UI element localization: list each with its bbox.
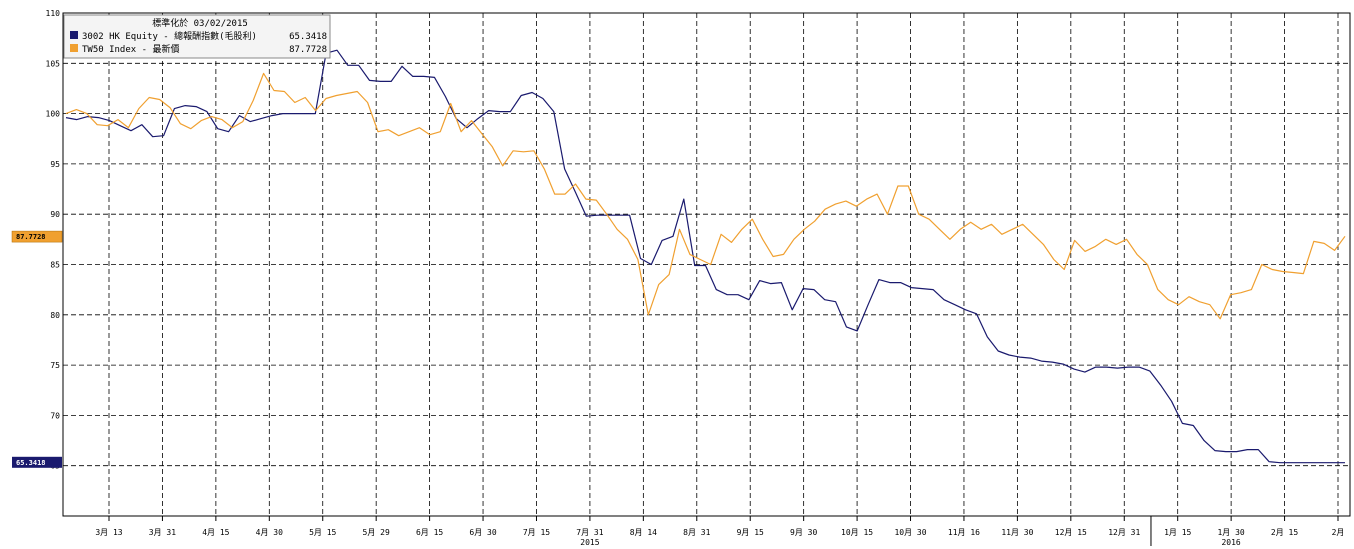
x-tick-label: 12月 31 <box>1108 528 1140 537</box>
legend-value-series-1: 65.3418 <box>289 32 327 42</box>
y-tick-label: 90 <box>50 210 60 219</box>
legend: 標準化於 03/02/2015 3002 HK Equity - 總報酬指數(毛… <box>63 14 331 59</box>
legend-title: 標準化於 03/02/2015 <box>152 17 248 29</box>
x-tick-label: 4月 15 <box>202 528 229 537</box>
series-line-1 <box>65 49 1345 464</box>
x-tick-label: 8月 31 <box>683 528 710 537</box>
x-tick-label: 1月 15 <box>1164 528 1191 537</box>
series-lines <box>65 49 1346 464</box>
x-tick-label: 7月 15 <box>523 528 550 537</box>
y-tick-label: 110 <box>46 9 61 18</box>
x-tick-label: 8月 14 <box>630 528 657 537</box>
x-tick-label: 7月 31 <box>576 528 603 537</box>
x-tick-label: 1月 30 <box>1217 528 1244 537</box>
x-tick-label: 3月 31 <box>149 528 176 537</box>
x-tick-label: 9月 30 <box>790 528 817 537</box>
legend-value-series-2: 87.7728 <box>289 45 327 55</box>
plot-frame <box>62 12 1351 517</box>
legend-label-series-2: TW50 Index - 最新價 <box>82 43 179 55</box>
x-tick-label: 2月 <box>1332 528 1345 537</box>
y-tick-label: 105 <box>46 59 61 68</box>
y-tick-label: 95 <box>50 160 60 169</box>
series-line-2 <box>65 72 1346 320</box>
y-tick-label: 70 <box>50 411 60 420</box>
y-tick-label: 100 <box>46 110 61 119</box>
last-value-badge-series-2 <box>11 230 63 243</box>
last-value-badge-series-1 <box>12 456 62 468</box>
x-tick-label: 9月 15 <box>737 528 764 537</box>
x-tick-label: 10月 15 <box>841 528 873 537</box>
legend-swatch-series-1 <box>70 31 78 39</box>
legend-swatch-series-2 <box>70 44 78 52</box>
y-tick-label: 75 <box>50 361 60 370</box>
x-tick-label: 6月 15 <box>416 528 443 537</box>
x-tick-label: 12月 15 <box>1055 528 1087 537</box>
year-label: 2015 <box>580 538 599 547</box>
year-label: 2016 <box>1221 538 1240 547</box>
x-tick-label: 6月 30 <box>469 528 496 537</box>
x-tick-label: 4月 30 <box>256 528 283 537</box>
last-value-badges: 87.7728 65.3418 <box>11 230 63 468</box>
y-tick-label: 85 <box>50 261 60 270</box>
x-tick-label: 11月 16 <box>948 528 980 537</box>
last-value-badge-text-series-1: 65.3418 <box>16 459 46 467</box>
legend-box <box>63 14 331 59</box>
x-tick-label: 5月 29 <box>363 528 390 537</box>
legend-label-series-1: 3002 HK Equity - 總報酬指數(毛股利) <box>82 30 257 42</box>
x-tick-label: 3月 13 <box>95 528 122 537</box>
x-tick-label: 5月 15 <box>309 528 336 537</box>
x-tick-label: 10月 30 <box>894 528 926 537</box>
x-tick-label: 11月 30 <box>1001 528 1033 537</box>
y-tick-label: 80 <box>50 311 60 320</box>
grid <box>63 12 1350 516</box>
x-tick-label: 2月 15 <box>1271 528 1298 537</box>
last-value-badge-text-series-2: 87.7728 <box>16 233 46 241</box>
